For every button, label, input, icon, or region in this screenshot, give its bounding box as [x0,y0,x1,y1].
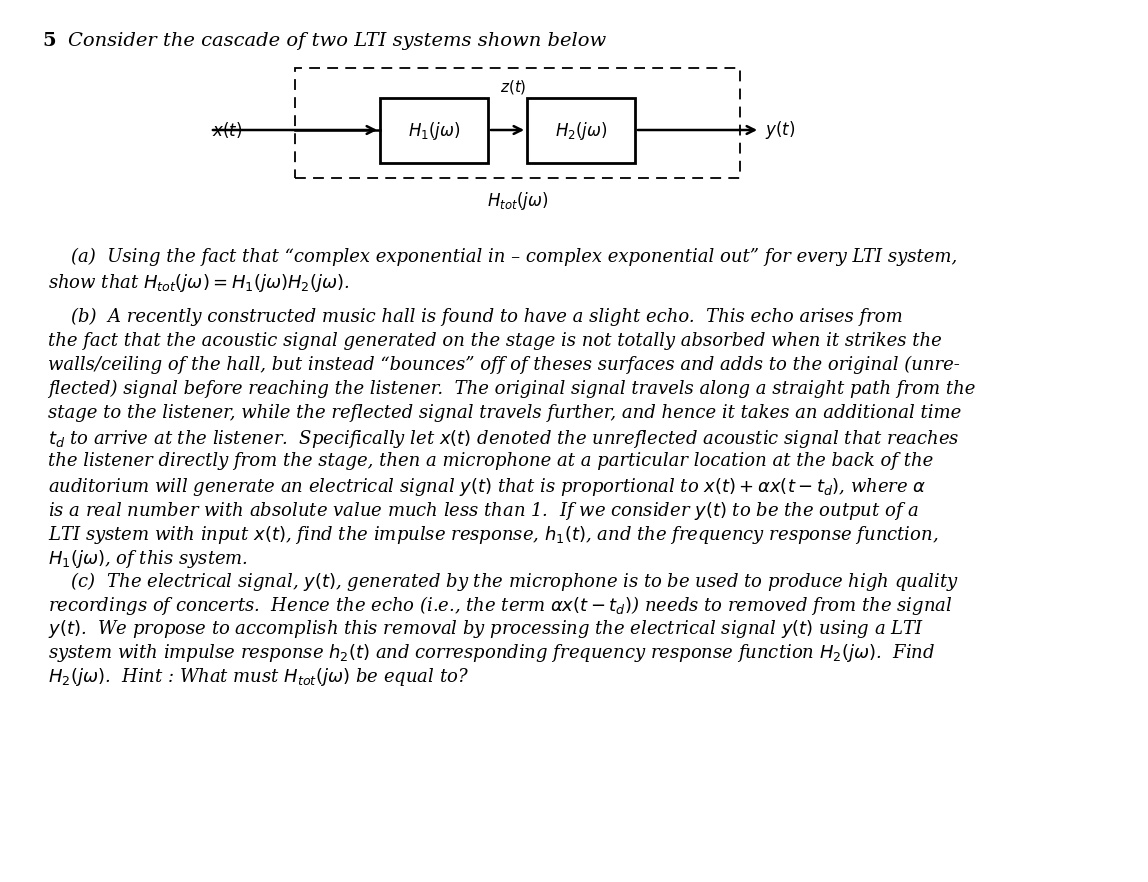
Text: $t_d$ to arrive at the listener.  Specifically let $x(t)$ denoted the unreflecte: $t_d$ to arrive at the listener. Specifi… [48,428,960,450]
Text: walls/ceiling of the hall, but instead “bounces” off of theses surfaces and adds: walls/ceiling of the hall, but instead “… [48,356,960,374]
Text: $H_2(j\omega)$: $H_2(j\omega)$ [554,119,607,141]
Text: auditorium will generate an electrical signal $y(t)$ that is proportional to $x(: auditorium will generate an electrical s… [48,476,926,498]
Text: $y(t)$.  We propose to accomplish this removal by processing the electrical sign: $y(t)$. We propose to accomplish this re… [48,618,924,640]
Text: $H_1(j\omega)$, of this system.: $H_1(j\omega)$, of this system. [48,548,248,570]
Text: the fact that the acoustic signal generated on the stage is not totally absorbed: the fact that the acoustic signal genera… [48,332,941,350]
Text: is a real number with absolute value much less than 1.  If we consider $y(t)$ to: is a real number with absolute value muc… [48,500,920,522]
Text: stage to the listener, while the reflected signal travels further, and hence it : stage to the listener, while the reflect… [48,404,961,422]
Text: system with impulse response $h_2(t)$ and corresponding frequency response funct: system with impulse response $h_2(t)$ an… [48,642,936,664]
Bar [295,68,740,178]
Text: $H_2(j\omega)$.  Hint : What must $H_{tot}(j\omega)$ be equal to?: $H_2(j\omega)$. Hint : What must $H_{tot… [48,666,468,688]
Text: Consider the cascade of two LTI systems shown below: Consider the cascade of two LTI systems … [68,32,606,50]
Text: $H_{tot}(j\omega)$: $H_{tot}(j\omega)$ [487,190,549,212]
Text: (c)  The electrical signal, $y(t)$, generated by the microphone is to be used to: (c) The electrical signal, $y(t)$, gener… [48,570,959,593]
Text: 5: 5 [42,32,55,50]
Text: the listener directly from the stage, then a microphone at a particular location: the listener directly from the stage, th… [48,452,933,470]
Bar [527,98,635,163]
Text: $z(t)$: $z(t)$ [501,78,527,96]
Text: $H_1(j\omega)$: $H_1(j\omega)$ [408,119,460,141]
Text: show that $H_{tot}(j\omega) = H_1(j\omega)H_2(j\omega)$.: show that $H_{tot}(j\omega) = H_1(j\omeg… [48,272,350,294]
Text: recordings of concerts.  Hence the echo (i.e., the term $\alpha x(t - t_d)$) nee: recordings of concerts. Hence the echo (… [48,594,953,617]
Text: LTI system with input $x(t)$, find the impulse response, $h_1(t)$, and the frequ: LTI system with input $x(t)$, find the i… [48,524,939,546]
Text: $y(t)$: $y(t)$ [765,119,796,141]
Text: (a)  Using the fact that “complex exponential in – complex exponential out” for : (a) Using the fact that “complex exponen… [48,248,957,266]
Text: (b)  A recently constructed music hall is found to have a slight echo.  This ech: (b) A recently constructed music hall is… [48,308,902,326]
Bar [380,98,488,163]
Text: flected) signal before reaching the listener.  The original signal travels along: flected) signal before reaching the list… [48,380,976,399]
Text: $x(t)$: $x(t)$ [212,120,242,140]
